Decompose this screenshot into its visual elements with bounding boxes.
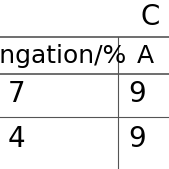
Text: A: A (136, 44, 154, 68)
Text: C: C (140, 3, 160, 31)
Text: 4: 4 (8, 125, 26, 153)
Text: 9: 9 (128, 125, 146, 153)
Text: longation/%: longation/% (0, 44, 127, 68)
Text: 9: 9 (128, 80, 146, 108)
Text: 7: 7 (8, 80, 26, 108)
